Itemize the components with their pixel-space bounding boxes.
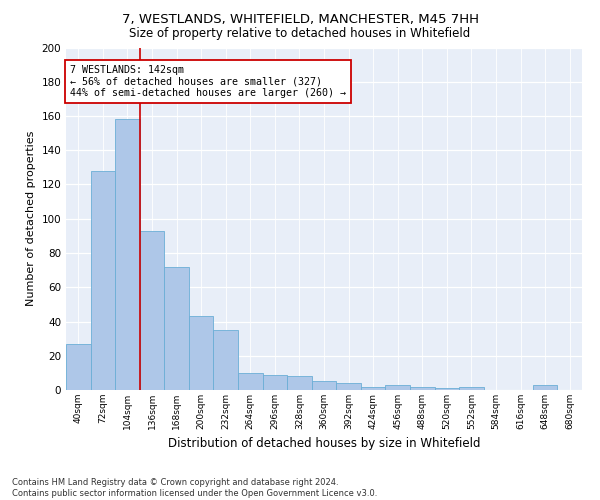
Bar	[214, 330, 238, 390]
Bar	[385, 385, 410, 390]
Bar	[410, 386, 434, 390]
Bar	[164, 266, 189, 390]
Bar	[434, 388, 459, 390]
Bar	[312, 382, 336, 390]
Bar	[287, 376, 312, 390]
Text: Size of property relative to detached houses in Whitefield: Size of property relative to detached ho…	[130, 28, 470, 40]
X-axis label: Distribution of detached houses by size in Whitefield: Distribution of detached houses by size …	[168, 438, 480, 450]
Text: Contains HM Land Registry data © Crown copyright and database right 2024.
Contai: Contains HM Land Registry data © Crown c…	[12, 478, 377, 498]
Bar	[66, 344, 91, 390]
Bar	[336, 383, 361, 390]
Bar	[533, 385, 557, 390]
Bar	[189, 316, 214, 390]
Bar	[140, 230, 164, 390]
Bar	[459, 386, 484, 390]
Bar	[91, 171, 115, 390]
Text: 7 WESTLANDS: 142sqm
← 56% of detached houses are smaller (327)
44% of semi-detac: 7 WESTLANDS: 142sqm ← 56% of detached ho…	[70, 64, 346, 98]
Y-axis label: Number of detached properties: Number of detached properties	[26, 131, 36, 306]
Bar	[238, 373, 263, 390]
Bar	[263, 374, 287, 390]
Text: 7, WESTLANDS, WHITEFIELD, MANCHESTER, M45 7HH: 7, WESTLANDS, WHITEFIELD, MANCHESTER, M4…	[121, 12, 479, 26]
Bar	[115, 120, 140, 390]
Bar	[361, 386, 385, 390]
